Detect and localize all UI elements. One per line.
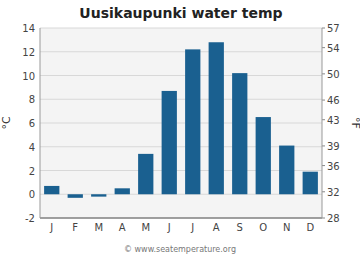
- y2-axis: [322, 28, 323, 218]
- grid-line: [40, 28, 322, 29]
- bar: [232, 73, 247, 194]
- y-tick-label: 12: [22, 47, 35, 58]
- x-tick-label: M: [94, 222, 103, 233]
- plot-area: [40, 28, 322, 218]
- x-axis: [40, 218, 322, 219]
- y2-tick-label: 36: [327, 161, 340, 172]
- y-tick-label: 8: [29, 94, 35, 105]
- y-axis-label: °C: [0, 116, 13, 130]
- y2-tick-label: 50: [327, 69, 340, 80]
- x-tick-label: J: [190, 222, 194, 233]
- chart: -202468101214283236394346505457JFMAMJJAS…: [0, 0, 360, 260]
- grid-line: [40, 51, 322, 52]
- y2-tick-label: 54: [327, 43, 340, 54]
- y-tick-label: 6: [29, 118, 35, 129]
- bar: [256, 117, 271, 194]
- y2-axis-label: °F: [349, 117, 360, 129]
- y-tick-label: 4: [29, 142, 35, 153]
- x-tick-label: A: [119, 222, 126, 233]
- y2-tick-label: 32: [327, 187, 340, 198]
- x-tick-label: J: [167, 222, 171, 233]
- y-tick-label: 10: [22, 71, 35, 82]
- y-tick-label: 14: [22, 23, 35, 34]
- y-tick-label: 2: [29, 166, 35, 177]
- y2-tick-label: 39: [327, 141, 340, 152]
- x-tick-label: O: [259, 222, 267, 233]
- x-tick-label: D: [306, 222, 314, 233]
- title: Uusikaupunki water temp: [79, 5, 282, 21]
- bar: [44, 186, 59, 194]
- x-tick-label: M: [141, 222, 150, 233]
- bar: [91, 194, 106, 196]
- x-tick-label: S: [237, 222, 243, 233]
- x-tick-label: J: [49, 222, 53, 233]
- y-tick-label: -2: [25, 213, 35, 224]
- bar: [303, 172, 318, 195]
- y2-tick-label: 28: [327, 213, 340, 224]
- bar: [68, 194, 83, 198]
- bar: [279, 146, 294, 195]
- y2-tick-label: 46: [327, 95, 340, 106]
- x-tick-label: N: [283, 222, 290, 233]
- y2-tick-label: 43: [327, 115, 340, 126]
- bar: [138, 154, 153, 194]
- grid-line: [40, 99, 322, 100]
- grid-line: [40, 75, 322, 76]
- x-tick-label: A: [213, 222, 220, 233]
- bar: [162, 91, 177, 194]
- grid-line: [40, 123, 322, 124]
- grid-line: [40, 218, 322, 219]
- y2-tick-label: 57: [327, 23, 340, 34]
- watermark: © www.seatemperature.org: [124, 245, 236, 254]
- bar: [209, 42, 224, 194]
- x-tick-label: F: [72, 222, 78, 233]
- y-tick-label: 0: [29, 189, 35, 200]
- y-axis: [40, 28, 41, 218]
- bar: [185, 49, 200, 194]
- bar: [115, 188, 130, 194]
- bars: [44, 42, 318, 198]
